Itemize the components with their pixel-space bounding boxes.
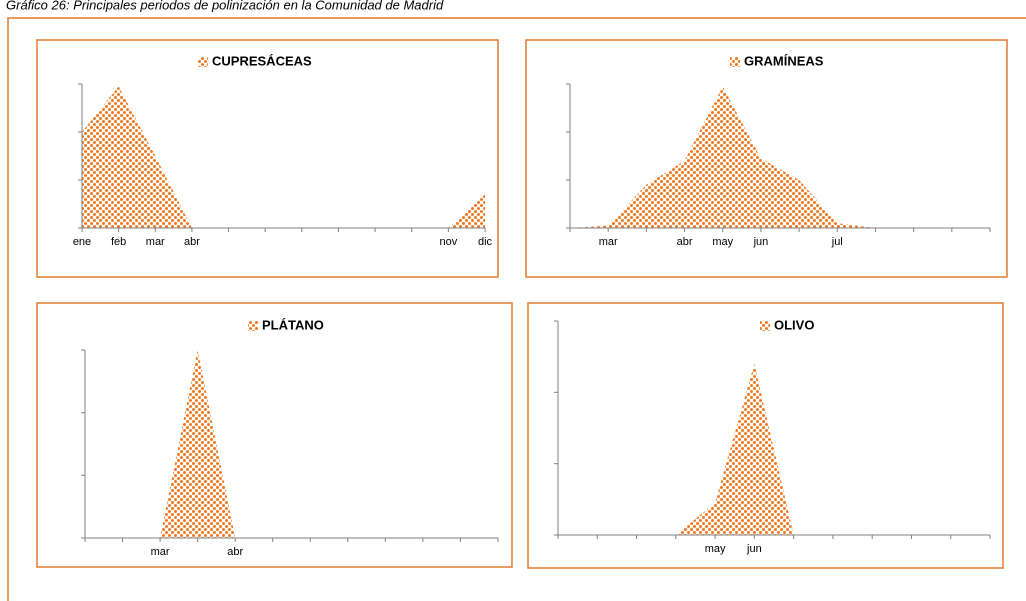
area (85, 350, 498, 538)
x-tick-label: dic (478, 236, 493, 248)
legend-label: GRAMÍNEAS (744, 53, 824, 68)
area (558, 363, 990, 535)
legend-swatch (248, 321, 258, 331)
x-tick-label: nov (439, 236, 457, 248)
x-tick-label: mar (151, 546, 170, 558)
area (570, 86, 990, 229)
chart-box (36, 302, 513, 568)
x-tick-label: feb (111, 236, 126, 248)
legend-label: CUPRESÁCEAS (212, 53, 312, 68)
area (82, 86, 485, 229)
legend-label: PLÁTANO (262, 317, 324, 332)
caption: Gráfico 26: Principales periodos de poli… (6, 0, 444, 12)
legend-swatch (198, 57, 208, 67)
x-tick-label: abr (184, 236, 200, 248)
x-tick-label: abr (677, 236, 693, 248)
x-tick-label: jun (753, 236, 769, 248)
x-tick-label: mar (599, 236, 618, 248)
chart-box (525, 39, 1008, 278)
x-tick-label: ene (73, 236, 91, 248)
x-tick-label: abr (227, 546, 243, 558)
legend-swatch (760, 321, 770, 331)
legend-label: OLIVO (774, 317, 814, 332)
x-tick-label: jun (746, 543, 762, 555)
frame (7, 17, 1026, 601)
x-tick-label: jul (831, 236, 843, 248)
x-tick-label: may (712, 236, 733, 248)
legend-swatch (730, 57, 740, 67)
x-tick-label: mar (146, 236, 165, 248)
x-tick-label: may (705, 543, 726, 555)
